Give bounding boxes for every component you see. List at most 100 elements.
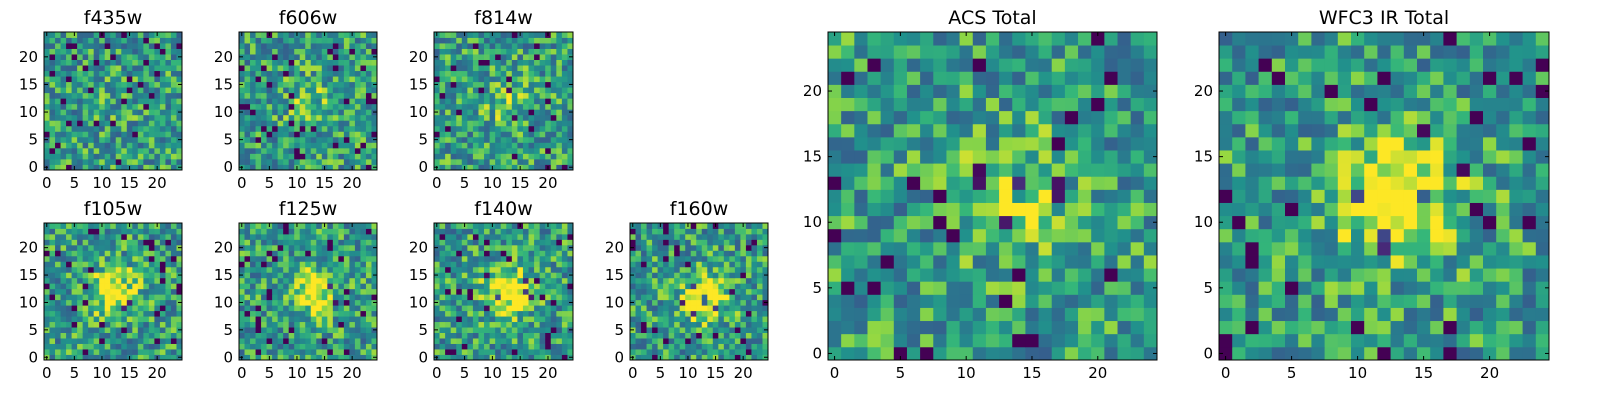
- heatmap-cell: [550, 294, 557, 301]
- heatmap-cell: [261, 103, 267, 110]
- heatmap-cell: [696, 266, 703, 273]
- heatmap-cell: [522, 305, 529, 312]
- heatmap-cell: [93, 305, 100, 312]
- heatmap-cell: [528, 158, 535, 165]
- heatmap-cell: [121, 147, 128, 154]
- heatmap-cell: [250, 228, 256, 235]
- heatmap-cell: [115, 147, 122, 154]
- heatmap-cell: [170, 164, 177, 171]
- heatmap-cell: [522, 120, 529, 127]
- heatmap-cell: [630, 305, 636, 312]
- heatmap-cell: [49, 59, 56, 66]
- heatmap-cell: [148, 164, 155, 171]
- heatmap-cell: [635, 321, 642, 328]
- heatmap-cell: [556, 98, 563, 105]
- heatmap-cell: [327, 321, 334, 328]
- heatmap-cell: [756, 354, 763, 361]
- heatmap-cell: [478, 294, 485, 301]
- heatmap-cell: [365, 310, 372, 317]
- heatmap-cell: [751, 299, 758, 306]
- heatmap-cell: [338, 147, 345, 154]
- heatmap-cell: [294, 37, 301, 44]
- heatmap-cell: [154, 343, 161, 350]
- heatmap-cell: [663, 310, 670, 317]
- heatmap-cell: [44, 343, 50, 350]
- heatmap-cell: [545, 92, 552, 99]
- heatmap-cell: [55, 288, 61, 295]
- heatmap-cell: [165, 250, 172, 257]
- heatmap-cell: [445, 294, 452, 301]
- heatmap-cell: [854, 176, 868, 190]
- heatmap-cell: [522, 261, 529, 268]
- heatmap-cell: [66, 76, 72, 83]
- heatmap-cell: [539, 233, 546, 240]
- heatmap-cell: [635, 332, 642, 339]
- heatmap-cell: [718, 239, 725, 246]
- heatmap-cell: [701, 261, 708, 268]
- heatmap-cell: [745, 239, 752, 246]
- heatmap-cell: [1051, 255, 1066, 269]
- heatmap-cell: [561, 316, 568, 323]
- heatmap-cell: [148, 109, 155, 116]
- heatmap-cell: [305, 54, 312, 60]
- heatmap-cell: [1091, 307, 1105, 322]
- heatmap-cell: [456, 321, 463, 328]
- heatmap-cell: [272, 233, 279, 240]
- heatmap-cell: [250, 103, 256, 110]
- heatmap-cell: [272, 54, 279, 60]
- heatmap-cell: [49, 153, 56, 160]
- heatmap-cell: [371, 120, 378, 127]
- heatmap-cell: [539, 354, 546, 361]
- heatmap-cell: [668, 233, 675, 240]
- heatmap-cell: [756, 332, 763, 339]
- heatmap-cell: [305, 294, 312, 301]
- heatmap-cell: [685, 310, 692, 317]
- heatmap-cell: [517, 92, 524, 99]
- heatmap-cell: [439, 272, 446, 279]
- heatmap-cell: [1051, 215, 1066, 230]
- heatmap-cell: [93, 54, 100, 60]
- heatmap-cell: [707, 272, 714, 279]
- heatmap-cell: [49, 294, 56, 301]
- heatmap-cell: [641, 261, 647, 268]
- heatmap-cell: [66, 283, 72, 290]
- heatmap-cell: [461, 158, 468, 165]
- heatmap-cell: [99, 277, 106, 284]
- heatmap-cell: [867, 176, 882, 190]
- heatmap-cell: [294, 147, 301, 154]
- heatmap-cell: [332, 283, 339, 290]
- heatmap-cell: [545, 338, 552, 344]
- heatmap-cell: [756, 261, 763, 268]
- heatmap-cell: [467, 310, 474, 317]
- heatmap-cell: [478, 125, 485, 132]
- heatmap-cell: [959, 241, 974, 256]
- heatmap-cell: [170, 288, 177, 295]
- heatmap-cell: [674, 327, 681, 333]
- heatmap-cell: [506, 255, 513, 262]
- heatmap-cell: [539, 343, 546, 350]
- x-tick-label: 10: [287, 364, 306, 382]
- heatmap-cell: [143, 76, 150, 83]
- heatmap-cell: [239, 338, 245, 344]
- heatmap-cell: [561, 223, 568, 229]
- heatmap-cell: [467, 233, 474, 240]
- heatmap-cell: [828, 150, 842, 164]
- heatmap-cell: [445, 54, 452, 60]
- heatmap-cell: [751, 343, 758, 350]
- heatmap-cell: [450, 98, 457, 105]
- x-tick-label: 5: [70, 174, 80, 192]
- heatmap-cell: [332, 228, 339, 235]
- heatmap-cell: [239, 98, 245, 105]
- heatmap-cell: [332, 92, 339, 99]
- heatmap-cell: [478, 48, 485, 55]
- heatmap-cell: [132, 283, 139, 290]
- heatmap-cell: [461, 114, 468, 121]
- heatmap-cell: [159, 125, 166, 132]
- heatmap-cell: [511, 310, 518, 317]
- heatmap-cell: [71, 136, 78, 143]
- heatmap-cell: [985, 294, 1000, 308]
- heatmap-cell: [165, 310, 172, 317]
- heatmap-cell: [467, 228, 474, 235]
- heatmap-cell: [159, 136, 166, 143]
- heatmap-cell: [44, 338, 50, 344]
